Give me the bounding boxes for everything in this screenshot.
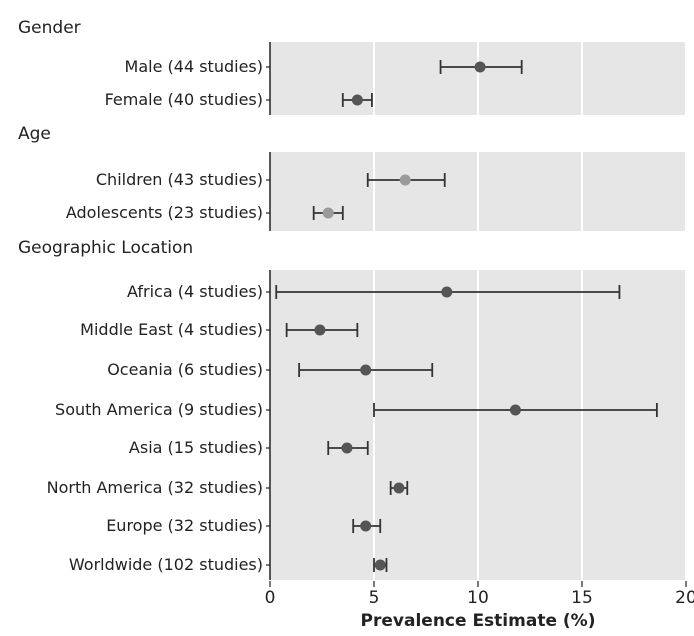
point-estimate	[341, 442, 353, 454]
row-label: Worldwide (102 studies)	[69, 555, 263, 574]
row-label: Children (43 studies)	[96, 170, 263, 189]
row-label: Adolescents (23 studies)	[66, 203, 263, 222]
point-estimate	[509, 404, 521, 416]
row-label: Middle East (4 studies)	[80, 320, 263, 339]
row-label: North America (32 studies)	[47, 478, 263, 497]
row-label: Female (40 studies)	[105, 90, 263, 109]
row-label: Oceania (6 studies)	[107, 360, 263, 379]
row-label: Africa (4 studies)	[127, 282, 263, 301]
point-estimate	[474, 61, 486, 73]
row-label: South America (9 studies)	[55, 400, 263, 419]
x-axis-title: Prevalence Estimate (%)	[361, 611, 596, 631]
point-estimate	[360, 364, 372, 376]
point-estimate	[393, 482, 405, 494]
x-tick-label: 15	[571, 588, 593, 608]
point-estimate	[314, 324, 326, 336]
group-title: Geographic Location	[18, 238, 193, 258]
group-title: Age	[18, 124, 51, 144]
x-tick-label: 10	[467, 588, 489, 608]
point-estimate	[441, 286, 453, 298]
x-tick-label: 20	[675, 588, 694, 608]
row-label: Asia (15 studies)	[129, 438, 263, 457]
point-estimate	[360, 520, 372, 532]
point-estimate	[351, 94, 363, 106]
row-label: Male (44 studies)	[125, 57, 263, 76]
x-tick-label: 0	[265, 588, 276, 608]
point-estimate	[399, 174, 411, 186]
x-tick-label: 5	[369, 588, 380, 608]
group-title: Gender	[18, 18, 81, 38]
point-estimate	[322, 207, 334, 219]
point-estimate	[374, 559, 386, 571]
row-label: Europe (32 studies)	[106, 516, 263, 535]
